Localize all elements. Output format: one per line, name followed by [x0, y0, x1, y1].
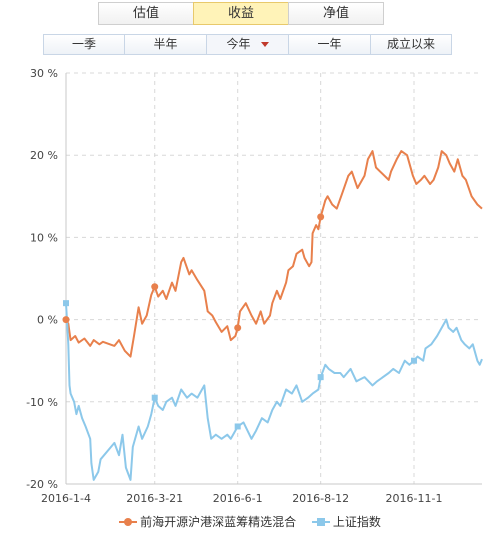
legend-label-index: 上证指数 [332, 515, 381, 529]
x-tick-label: 2016-6-1 [213, 492, 263, 505]
legend-item-fund[interactable]: 前海开源沪港深蓝筹精选混合 [119, 513, 296, 530]
period-selector: 一季 半年 今年 一年 成立以来 [43, 34, 452, 55]
x-tick-label: 2016-8-12 [292, 492, 349, 505]
legend-label-fund: 前海开源沪港深蓝筹精选混合 [140, 515, 297, 529]
fund-point-marker [234, 324, 242, 332]
x-tick-label: 2016-11-1 [386, 492, 443, 505]
index-point-marker [234, 423, 241, 430]
period-quarter-button[interactable]: 一季 [43, 34, 125, 55]
period-since-inception-button[interactable]: 成立以来 [370, 34, 452, 55]
period-one-year-label: 一年 [317, 37, 342, 51]
fund-point-marker [317, 213, 325, 221]
legend-line-square-icon [311, 517, 330, 527]
index-point-marker [411, 357, 418, 364]
period-since-inception-label: 成立以来 [386, 37, 435, 51]
metric-tabs: 估值 收益 净值 [98, 2, 384, 25]
index-series-line [65, 303, 483, 481]
y-tick-label: -20 % [26, 478, 58, 491]
period-half-year-label: 半年 [153, 37, 178, 51]
chart-legend: 前海开源沪港深蓝筹精选混合 上证指数 [0, 513, 500, 530]
period-half-year-button[interactable]: 半年 [124, 34, 207, 55]
tab-return[interactable]: 收益 [193, 2, 289, 25]
caret-down-icon [260, 42, 269, 47]
index-point-marker [317, 374, 324, 381]
tab-valuation[interactable]: 估值 [98, 2, 194, 25]
y-tick-label: 0 % [37, 314, 58, 327]
return-chart: 30 % 20 % 10 % 0 % -10 % -20 %2016-1-4 2016-3-… [26, 67, 483, 505]
index-point-marker [151, 394, 158, 401]
legend-item-index[interactable]: 上证指数 [311, 513, 381, 530]
tab-net-value[interactable]: 净值 [288, 2, 384, 25]
period-ytd-label: 今年 [226, 37, 251, 51]
y-tick-label: 30 % [30, 67, 58, 80]
x-tick-label: 2016-1-4 [41, 492, 91, 505]
x-tick-label: 2016-3-21 [126, 492, 183, 505]
y-tick-label: 10 % [30, 231, 58, 244]
y-tick-label: 20 % [30, 149, 58, 162]
fund-point-marker [151, 283, 159, 291]
index-point-marker [63, 300, 69, 307]
fund-point-marker [62, 316, 70, 324]
y-tick-label: -10 % [26, 396, 58, 409]
fund-series-line [65, 150, 483, 358]
period-ytd-button[interactable]: 今年 [206, 34, 289, 55]
legend-line-circle-icon [119, 517, 138, 527]
period-quarter-label: 一季 [71, 37, 96, 51]
